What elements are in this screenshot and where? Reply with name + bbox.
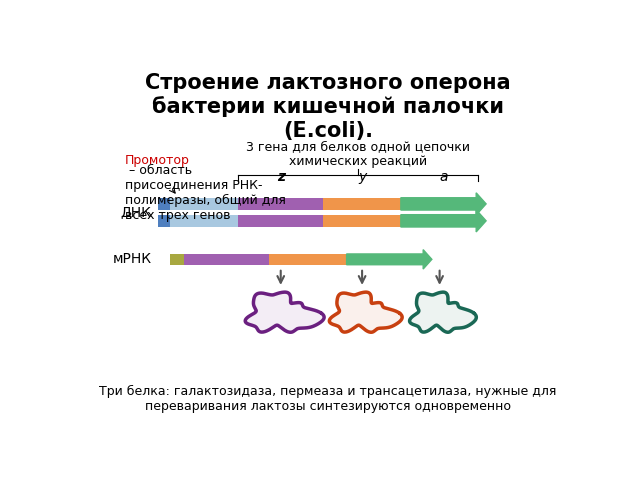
Text: Промотор: Промотор [125,154,190,167]
Text: мРНК: мРНК [112,252,151,266]
Text: – область
присоединения РНК-
полимеразы, общий для
всех трех генов: – область присоединения РНК- полимеразы,… [125,164,286,222]
Bar [269,254,347,265]
Polygon shape [245,292,324,332]
Bar [238,215,323,227]
Bar [238,198,323,210]
Bar [157,198,170,210]
Text: y: y [358,170,366,184]
Text: a: a [439,170,448,184]
Text: Строение лактозного оперона
бактерии кишечной палочки
(E.coli).: Строение лактозного оперона бактерии киш… [145,73,511,141]
Text: 3 гена для белков одной цепочки
химических реакций: 3 гена для белков одной цепочки химическ… [246,141,470,168]
Text: Три белка: галактозидаза, пермеаза и трансацетилаза, нужные для
переваривания ла: Три белка: галактозидаза, пермеаза и тра… [99,385,557,413]
Bar [170,254,184,265]
Polygon shape [347,250,432,269]
Bar [157,215,170,227]
Polygon shape [330,292,402,332]
Text: z: z [276,170,285,184]
Text: ДНК: ДНК [120,205,151,219]
Bar [323,198,401,210]
Bar [170,215,238,227]
Polygon shape [410,292,476,332]
Bar [184,254,269,265]
Polygon shape [401,193,486,215]
Polygon shape [401,210,486,232]
Bar [170,198,238,210]
Bar [323,215,401,227]
